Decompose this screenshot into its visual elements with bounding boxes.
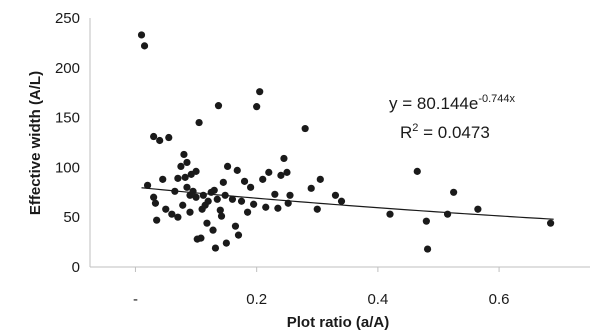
data-point [280, 154, 288, 163]
y-tick-label: 250 [55, 10, 80, 27]
data-point [250, 200, 258, 208]
data-point [413, 167, 421, 175]
r2-value: = 0.0473 [418, 123, 489, 142]
data-point [177, 162, 185, 171]
data-point [228, 195, 237, 203]
data-point [222, 239, 230, 247]
data-point [271, 190, 279, 198]
y-tick-label: 200 [55, 60, 80, 77]
data-point [247, 183, 255, 191]
data-point [234, 231, 243, 239]
data-point [233, 166, 241, 174]
data-point [443, 210, 452, 218]
data-point [192, 193, 200, 201]
x-axis-title: Plot ratio (a/A) [287, 314, 390, 331]
data-point [209, 226, 217, 234]
x-axis-ticks [134, 267, 500, 272]
data-point [274, 204, 282, 212]
data-point [422, 217, 430, 225]
data-point [243, 208, 252, 216]
r2-prefix: R [400, 123, 412, 142]
data-point [211, 244, 220, 252]
data-point [143, 181, 152, 189]
data-point [219, 178, 227, 186]
data-point [153, 216, 161, 224]
data-point [150, 132, 158, 141]
x-tick-label: 0.6 [489, 291, 510, 308]
data-point [181, 173, 189, 181]
equation-prefix: y = 80.144e [389, 94, 478, 113]
data-point [179, 201, 187, 209]
y-tick-label: 50 [63, 209, 80, 226]
data-point [168, 210, 176, 218]
data-point [265, 168, 273, 176]
data-point [156, 136, 164, 145]
data-point [174, 213, 182, 221]
data-point [474, 205, 482, 213]
data-point [337, 197, 346, 205]
x-axis-tick-labels: - 0.2 0.4 0.6 [133, 291, 510, 308]
data-point [286, 191, 294, 199]
data-point [203, 219, 211, 227]
data-point [262, 203, 270, 211]
data-point [223, 162, 232, 171]
data-point [183, 183, 191, 191]
data-point [240, 177, 249, 185]
y-axis-tick-labels: 0 50 100 150 200 250 [55, 10, 80, 276]
data-point [204, 197, 212, 205]
r2-superscript: 2 [412, 122, 418, 134]
y-tick-label: 0 [72, 259, 80, 276]
data-point [450, 188, 458, 196]
y-axis-title: Effective width (A/L) [27, 71, 44, 215]
data-point [140, 42, 149, 50]
x-tick-label: 0.2 [246, 291, 267, 308]
data-point [313, 205, 321, 213]
data-point [423, 245, 432, 253]
exponential-trendline [141, 187, 554, 220]
data-point [210, 186, 218, 194]
data-point [214, 102, 223, 110]
trendline-equation: y = 80.144e-0.744x [389, 93, 516, 113]
r-squared-label: R2 = 0.0473 [400, 122, 490, 142]
data-point [316, 175, 324, 183]
x-tick-label: - [133, 291, 138, 308]
data-point [183, 158, 191, 167]
data-point [283, 168, 291, 176]
data-point [162, 205, 170, 213]
data-point [159, 175, 167, 183]
data-point [197, 234, 205, 242]
y-tick-label: 100 [55, 159, 80, 176]
data-point [301, 124, 309, 133]
data-point [331, 191, 340, 199]
data-point [253, 103, 261, 111]
equation-exponent: -0.744x [478, 93, 515, 105]
data-point [186, 208, 194, 216]
data-point [277, 171, 285, 179]
data-point [231, 222, 240, 230]
data-point [307, 184, 315, 192]
data-point [256, 88, 264, 96]
data-point [165, 133, 173, 142]
data-point [151, 199, 160, 207]
data-point [137, 31, 146, 39]
data-point [216, 206, 224, 214]
data-point [174, 174, 182, 182]
data-point [217, 212, 226, 220]
data-point [237, 197, 246, 205]
data-point [150, 193, 158, 201]
data-point [386, 210, 394, 218]
data-point [180, 150, 188, 159]
data-point [547, 219, 555, 227]
data-point [192, 167, 200, 175]
data-point [259, 175, 267, 183]
data-points [137, 31, 555, 253]
x-tick-label: 0.4 [367, 291, 388, 308]
data-point [213, 195, 221, 203]
y-tick-label: 150 [55, 110, 80, 127]
data-point [195, 118, 203, 127]
